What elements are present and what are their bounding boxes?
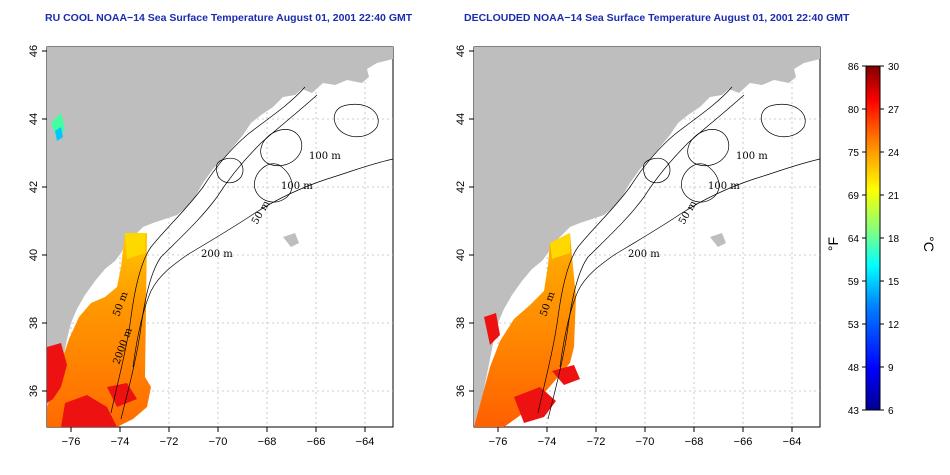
left-island [283,233,299,247]
y-tick-label: 44 [455,113,467,125]
y-tick-label: 44 [28,113,40,125]
right-sst-swath [474,233,576,427]
colorbar-f-tick-label: 48 [848,363,860,374]
colorbar-c-tick-label: 21 [888,191,900,202]
colorbar-f-tick-label: 69 [848,191,860,202]
x-tick-label: −72 [160,436,179,448]
x-tick-label: −70 [636,436,655,448]
contour-label: 200 m [201,249,233,260]
contour-label: 200 m [628,249,660,260]
colorbar-gradient [865,65,881,411]
y-tick-label: 42 [28,181,40,193]
x-tick-label: −66 [307,436,326,448]
x-tick-label: −68 [685,436,704,448]
right-sst-yellow-patch [550,233,570,259]
colorbar-c-tick-label: 27 [888,105,900,116]
colorbar-c-tick-label: 9 [888,363,894,374]
colorbar-f-tick-label: 59 [848,277,860,288]
colorbar-f-tick-label: 86 [848,62,860,73]
left-panel-title: RU COOL NOAA−14 Sea Surface Temperature … [45,12,413,24]
colorbar-f-tick-label: 75 [848,148,860,159]
colorbar-celsius-ticks: 30 27 24 21 18 15 12 9 6 [880,62,900,417]
colorbar-c-tick-label: 30 [888,62,900,73]
left-sst-yellow-patch [125,233,145,259]
x-tick-label: −76 [62,436,81,448]
contour-label: 100 m [281,181,313,192]
y-tick-label: 38 [455,317,467,329]
right-sst-warm-shallow [484,313,580,423]
colorbar-f-tick-label: 64 [848,234,860,245]
x-tick-label: −64 [356,436,375,448]
colorbar-c-tick-label: 15 [888,277,900,288]
right-map-panel: 100 m 100 m 50 m 200 m 50 m −76 −74 −72 −70… [455,45,821,448]
x-tick-label: −76 [489,436,508,448]
y-tick-label: 46 [455,45,467,57]
right-bathymetry-contours [537,86,821,420]
y-tick-label: 46 [28,45,40,57]
colorbar-c-tick-label: 6 [888,406,894,417]
x-tick-label: −64 [783,436,802,448]
right-panel-title: DECLOUDED NOAA−14 Sea Surface Temperatur… [464,12,850,24]
right-island [710,233,726,247]
contour-label: 100 m [736,151,768,162]
y-tick-label: 36 [455,385,467,397]
y-tick-label: 36 [28,385,40,397]
celsius-unit-label: °C [921,236,937,252]
colorbar: 86 80 75 69 64 59 53 48 43 30 27 24 21 18 15 12 9 6 °F °… [825,62,937,417]
x-tick-label: −70 [209,436,228,448]
x-tick-label: −74 [111,436,130,448]
x-tick-label: −66 [734,436,753,448]
contour-label: 100 m [708,181,740,192]
left-map-panel: 100 m 100 m 50 m 200 m 50 m 2000 m −76 −7… [28,45,394,448]
left-sst-warm-shallow [47,343,137,427]
fahrenheit-unit-label: °F [825,237,841,251]
left-sst-swath [47,233,151,427]
colorbar-c-tick-label: 24 [888,148,900,159]
y-tick-label: 40 [28,249,40,261]
left-bathymetry-contours [110,86,394,420]
colorbar-f-tick-label: 43 [848,406,860,417]
right-x-axis: −76 −74 −72 −70 −68 −66 −64 [489,427,802,448]
x-tick-label: −72 [587,436,606,448]
y-tick-label: 42 [455,181,467,193]
x-tick-label: −68 [258,436,277,448]
right-y-axis: 36 38 40 42 44 46 [455,45,474,397]
right-land-mass [474,47,820,427]
colorbar-c-tick-label: 12 [888,320,900,331]
colorbar-fahrenheit-ticks: 86 80 75 69 64 59 53 48 43 [848,62,866,417]
left-land-mass [47,47,393,427]
x-tick-label: −74 [538,436,557,448]
left-x-axis: −76 −74 −72 −70 −68 −66 −64 [62,427,375,448]
colorbar-f-tick-label: 53 [848,320,860,331]
y-tick-label: 38 [28,317,40,329]
left-sst-cool-patch-2 [55,127,63,141]
colorbar-f-tick-label: 80 [848,105,860,116]
contour-label: 100 m [309,151,341,162]
y-tick-label: 40 [455,249,467,261]
colorbar-c-tick-label: 18 [888,234,900,245]
left-y-axis: 36 38 40 42 44 46 [28,45,47,397]
